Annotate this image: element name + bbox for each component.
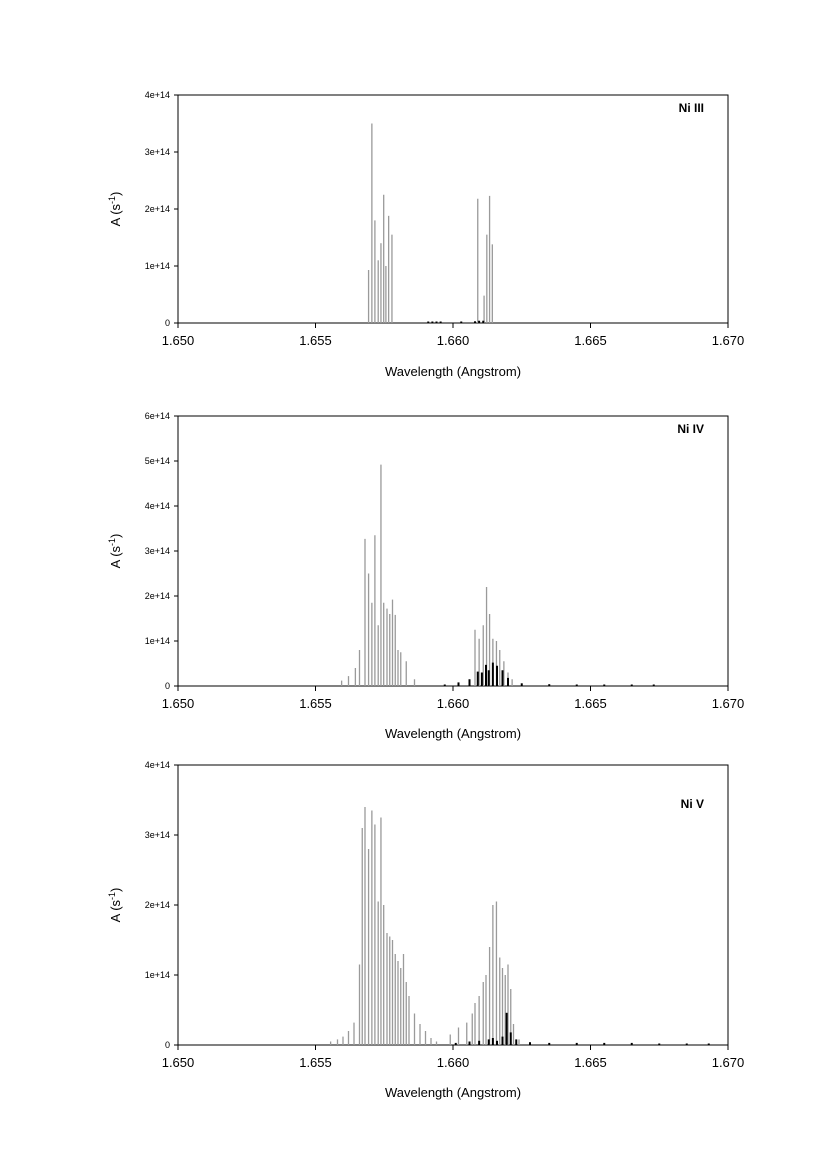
panel-ni-v: 1.650 1.655 1.660 1.665 1.670 0 1e+14 2e+14 3e+1…	[107, 760, 744, 1100]
x-tick-label: 1.665	[574, 696, 607, 711]
x-axis-label: Wavelength (Angstrom)	[385, 364, 521, 379]
x-tick-label: 1.665	[574, 1055, 607, 1070]
y-axis-label: A (s-1)	[107, 888, 123, 923]
y-tick-label: 2e+14	[145, 900, 170, 910]
panel-label: Ni V	[681, 797, 704, 811]
panel-ni-iii: 1.650 1.655 1.660 1.665 1.670 0 1e+14 2e+14 3e+1…	[107, 90, 744, 379]
y-tick-label: 6e+14	[145, 411, 170, 421]
y-tick-label: 0	[165, 318, 170, 328]
plot-frame	[177, 94, 729, 324]
x-tick-label: 1.650	[162, 1055, 195, 1070]
y-tick-label: 1e+14	[145, 636, 170, 646]
x-tick-label: 1.660	[437, 333, 470, 348]
x-tick-label: 1.650	[162, 333, 195, 348]
y-tick-label: 0	[165, 1040, 170, 1050]
panel-label: Ni III	[679, 101, 704, 115]
x-axis-label: Wavelength (Angstrom)	[385, 1085, 521, 1100]
x-tick-label: 1.660	[437, 696, 470, 711]
x-tick-label: 1.670	[712, 333, 745, 348]
axis-ticks: 1.650 1.655 1.660 1.665 1.670 0 1e+14 2e+14 3e+1…	[145, 760, 745, 1070]
y-tick-label: 4e+14	[145, 90, 170, 100]
spectral-lines	[329, 807, 710, 1045]
y-axis-label: A (s-1)	[107, 534, 123, 569]
y-tick-label: 3e+14	[145, 830, 170, 840]
plot-frame	[177, 764, 729, 1046]
panel-label: Ni IV	[677, 422, 704, 436]
axis-ticks: 1.650 1.655 1.660 1.665 1.670 0 1e+14 2e+14 3e+1…	[145, 90, 745, 348]
y-tick-label: 0	[165, 681, 170, 691]
y-tick-label: 4e+14	[145, 501, 170, 511]
x-tick-label: 1.670	[712, 1055, 745, 1070]
y-tick-label: 2e+14	[145, 591, 170, 601]
y-axis-label: A (s-1)	[107, 192, 123, 227]
x-tick-label: 1.655	[299, 1055, 332, 1070]
x-tick-label: 1.665	[574, 333, 607, 348]
x-tick-label: 1.655	[299, 333, 332, 348]
plot-frame	[177, 415, 729, 687]
y-tick-label: 1e+14	[145, 970, 170, 980]
panel-ni-iv: 1.650 1.655 1.660 1.665 1.670 0 1e+14 2e+14 3e+1…	[107, 411, 744, 741]
x-tick-label: 1.670	[712, 696, 745, 711]
x-tick-label: 1.655	[299, 696, 332, 711]
x-tick-label: 1.650	[162, 696, 195, 711]
y-tick-label: 3e+14	[145, 147, 170, 157]
y-tick-label: 2e+14	[145, 204, 170, 214]
x-axis-label: Wavelength (Angstrom)	[385, 726, 521, 741]
axis-ticks: 1.650 1.655 1.660 1.665 1.670 0 1e+14 2e+14 3e+1…	[145, 411, 745, 711]
y-tick-label: 4e+14	[145, 760, 170, 770]
y-tick-label: 3e+14	[145, 546, 170, 556]
y-tick-label: 1e+14	[145, 261, 170, 271]
spectral-lines	[340, 464, 655, 686]
spectral-lines	[367, 123, 493, 323]
y-tick-label: 5e+14	[145, 456, 170, 466]
x-tick-label: 1.660	[437, 1055, 470, 1070]
